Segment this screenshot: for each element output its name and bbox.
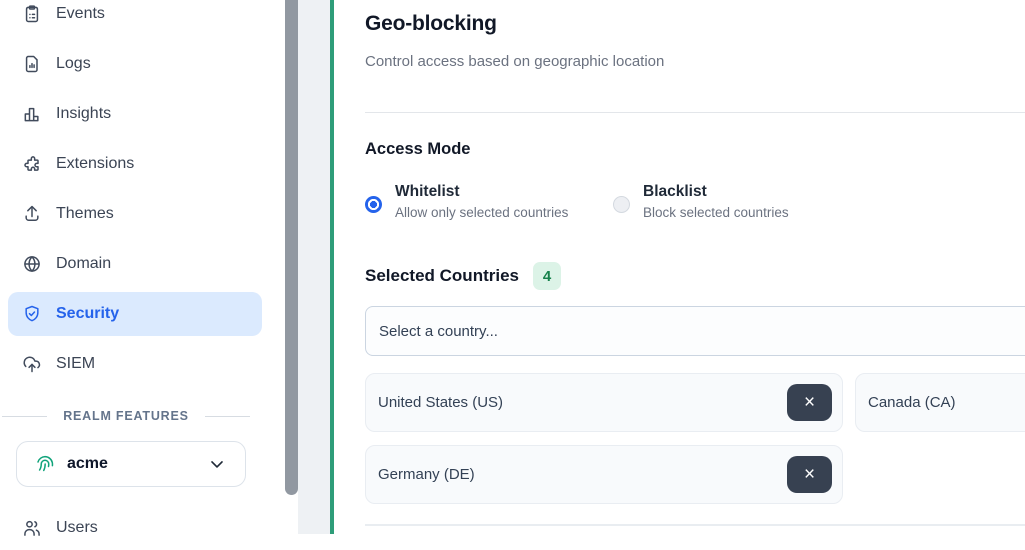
selected-countries-header: Selected Countries 4 <box>365 262 561 290</box>
content-accent-divider <box>330 0 334 534</box>
page-title: Geo-blocking <box>365 12 497 35</box>
remove-country-button[interactable]: × <box>787 456 832 493</box>
sidebar-item-label: Extensions <box>56 155 135 172</box>
cloud-upload-icon <box>22 354 42 374</box>
access-mode-heading: Access Mode <box>365 140 471 158</box>
main-content: Geo-blocking Control access based on geo… <box>334 0 1025 534</box>
sidebar-item-events[interactable]: Events <box>8 0 262 36</box>
divider-line <box>2 415 48 417</box>
radio-selected-icon[interactable] <box>365 196 382 213</box>
upload-icon <box>22 204 42 224</box>
radio-description: Allow only selected countries <box>395 205 569 220</box>
sidebar-item-label: Events <box>56 5 105 22</box>
fingerprint-icon <box>35 454 55 474</box>
sidebar-item-label: Domain <box>56 255 112 272</box>
sidebar-item-siem[interactable]: SIEM <box>8 342 262 386</box>
sidebar-item-extensions[interactable]: Extensions <box>8 142 262 186</box>
country-chip-germany: Germany (DE) × <box>365 445 843 504</box>
sidebar-item-label: Security <box>56 305 120 322</box>
radio-label: Whitelist <box>395 183 460 200</box>
radio-description: Block selected countries <box>643 205 789 220</box>
clipboard-icon <box>22 4 42 24</box>
country-chip-label: Germany (DE) <box>378 466 475 483</box>
sidebar-item-label: Themes <box>56 205 114 222</box>
section-divider <box>365 112 1025 113</box>
realm-name: acme <box>67 455 108 472</box>
divider-line <box>204 415 250 417</box>
remove-country-button[interactable]: × <box>787 384 832 421</box>
sidebar-item-users[interactable]: Users <box>8 506 262 550</box>
access-mode-option-blacklist[interactable]: Blacklist Block selected countries <box>613 183 789 220</box>
sidebar: Events Logs Insights Extensions Themes <box>0 0 298 536</box>
sidebar-item-themes[interactable]: Themes <box>8 192 262 236</box>
realm-features-divider: REALM FEATURES <box>2 407 250 425</box>
sidebar-item-label: SIEM <box>56 355 96 372</box>
sidebar-item-domain[interactable]: Domain <box>8 242 262 286</box>
realm-features-label: REALM FEATURES <box>63 409 189 423</box>
shield-check-icon <box>22 304 42 324</box>
section-divider <box>365 524 1025 526</box>
sidebar-item-label: Insights <box>56 105 112 122</box>
globe-icon <box>22 254 42 274</box>
puzzle-icon <box>22 154 42 174</box>
sidebar-item-label: Logs <box>56 55 91 72</box>
document-chart-icon <box>22 54 42 74</box>
realm-selector[interactable]: acme <box>16 441 246 487</box>
bar-chart-icon <box>22 104 42 124</box>
access-mode-option-whitelist[interactable]: Whitelist Allow only selected countries <box>365 183 568 220</box>
sidebar-item-label: Users <box>56 519 98 536</box>
users-icon <box>22 518 42 538</box>
sidebar-nav: Events Logs Insights Extensions Themes <box>8 0 262 386</box>
selected-countries-list: United States (US) × Canada (CA) × Germa… <box>365 373 1025 504</box>
sidebar-item-insights[interactable]: Insights <box>8 92 262 136</box>
country-chip-united-states: United States (US) × <box>365 373 843 432</box>
selected-countries-heading: Selected Countries <box>365 266 519 285</box>
radio-label: Blacklist <box>643 183 707 200</box>
country-chip-label: United States (US) <box>378 394 504 411</box>
page-subtitle: Control access based on geographic locat… <box>365 53 665 70</box>
sidebar-item-logs[interactable]: Logs <box>8 42 262 86</box>
sidebar-scrollbar[interactable] <box>285 0 298 495</box>
selected-countries-count-badge: 4 <box>533 262 561 290</box>
country-chip-label: Canada (CA) <box>868 394 956 411</box>
radio-unselected-icon[interactable] <box>613 196 630 213</box>
sidebar-gutter <box>298 0 330 534</box>
country-chip-canada: Canada (CA) × <box>855 373 1025 432</box>
sidebar-item-security[interactable]: Security <box>8 292 262 336</box>
country-select-input[interactable] <box>365 306 1025 356</box>
chevron-down-icon <box>207 454 227 474</box>
